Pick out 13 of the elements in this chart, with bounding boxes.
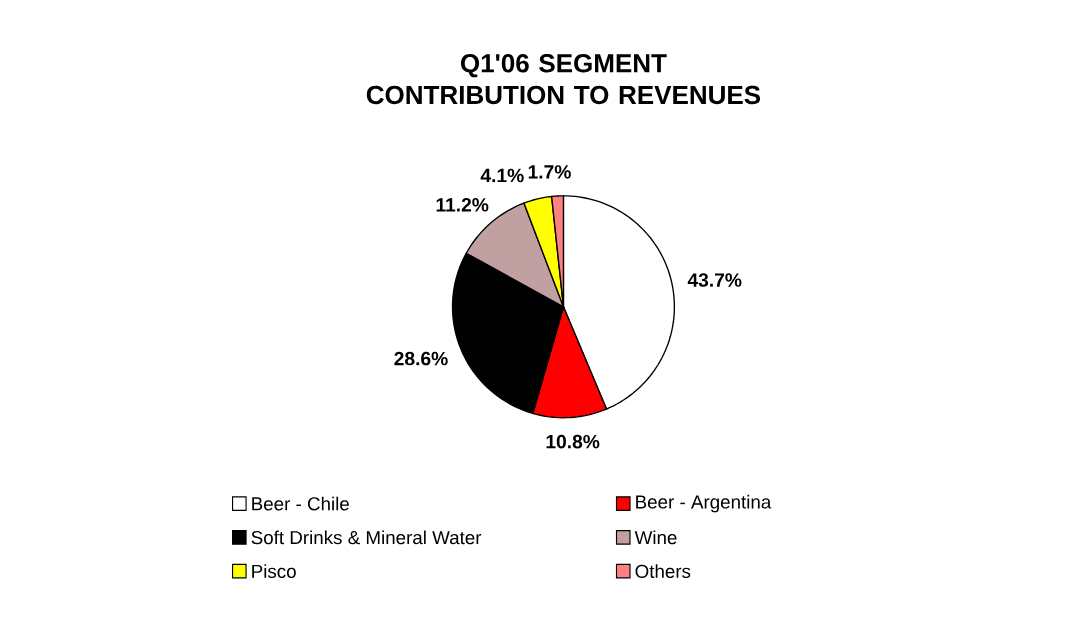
data-label: 43.7% <box>687 273 742 288</box>
chart-title: Q1'06 SEGMENT CONTRIBUTION TO REVENUES <box>366 54 761 105</box>
legend-label: Others <box>635 564 691 579</box>
data-label: 1.7% <box>528 165 571 179</box>
legend-label: Beer - Chile <box>252 496 349 511</box>
data-label: 11.2% <box>436 198 489 212</box>
legend-label: Wine <box>634 530 677 545</box>
data-label: 10.8% <box>546 435 600 449</box>
legend-label: Beer - Argentina <box>636 495 772 513</box>
legend-label: Soft Drinks & Mineral Water <box>251 530 482 545</box>
data-label: 28.6% <box>394 351 448 366</box>
legend-label: Pisco <box>252 564 296 579</box>
data-label: 4.1% <box>480 168 524 183</box>
